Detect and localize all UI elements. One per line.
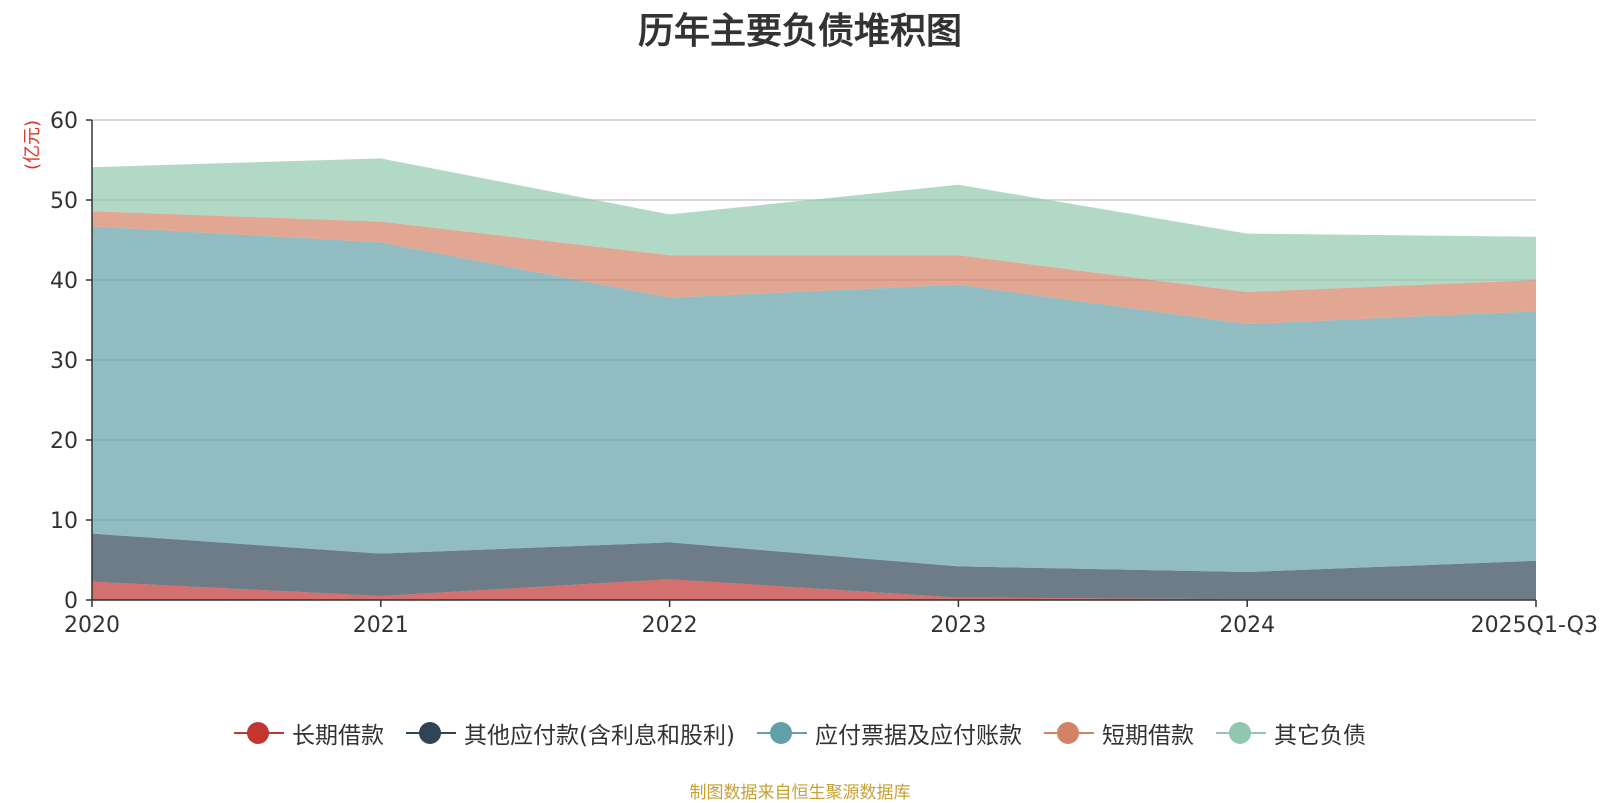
legend-item-1[interactable]: 其他应付款(含利息和股利)	[406, 716, 735, 750]
legend-label: 其它负债	[1273, 723, 1366, 749]
x-tick-label: 2022	[642, 613, 698, 638]
legend-label: 应付票据及应付账款	[814, 723, 1022, 749]
y-tick-label: 20	[50, 429, 78, 454]
area-series-0	[92, 579, 1536, 600]
source-note: 制图数据来自恒生聚源数据库	[689, 783, 911, 803]
legend-marker-icon	[406, 721, 457, 745]
legend-marker-icon	[234, 721, 285, 745]
legend-label: 短期借款	[1101, 723, 1194, 749]
area-series-4	[92, 158, 1536, 292]
legend-marker-icon	[1043, 721, 1094, 745]
legend-item-2[interactable]: 应付票据及应付账款	[756, 716, 1022, 750]
legend-item-4[interactable]: 其它负债	[1215, 716, 1366, 750]
y-tick-label: 0	[64, 589, 78, 614]
chart-title: 历年主要负债堆积图	[637, 11, 962, 52]
legend-label: 长期借款	[292, 723, 385, 749]
area-layer	[92, 158, 1536, 600]
axis-layer: 0 10 20 30 40 50 60 2020 2021 2022 2023 2024 2025Q1-…	[50, 109, 1598, 638]
area-series-1	[92, 533, 1536, 600]
area-series-3	[92, 211, 1536, 324]
legend-label: 其他应付款(含利息和股利)	[464, 723, 735, 749]
legend-item-3[interactable]: 短期借款	[1043, 716, 1194, 750]
area-series-2	[92, 226, 1536, 572]
y-tick-label: 60	[50, 109, 78, 134]
legend-item-0[interactable]: 长期借款	[234, 716, 384, 750]
legend: 长期借款 其他应付款(含利息和股利) 应付票据及应付账款 短期借款 其它负债	[0, 716, 1600, 750]
y-tick-label: 10	[50, 509, 78, 534]
x-tick-label: 2021	[353, 613, 409, 638]
y-tick-label: 50	[50, 189, 78, 214]
legend-marker-icon	[756, 721, 807, 745]
legend-marker-icon	[1215, 721, 1266, 745]
y-axis-unit-label: (亿元)	[22, 120, 43, 170]
x-tick-label: 2020	[64, 613, 120, 638]
x-tick-label: 2025Q1-Q3	[1471, 613, 1598, 638]
y-tick-label: 40	[50, 269, 78, 294]
y-tick-label: 30	[50, 349, 78, 374]
x-tick-label: 2024	[1219, 613, 1275, 638]
x-tick-label: 2023	[930, 613, 986, 638]
